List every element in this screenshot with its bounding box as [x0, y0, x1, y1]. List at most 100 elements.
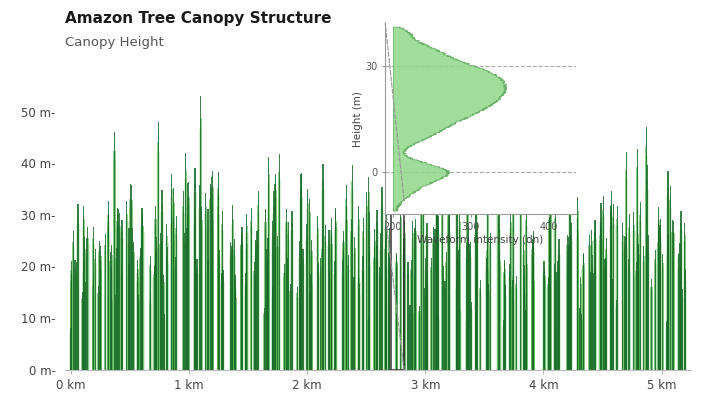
Bar [309, 286, 312, 370]
Bar [526, 255, 527, 370]
Bar [577, 231, 579, 370]
Text: Amazon Tree Canopy Structure: Amazon Tree Canopy Structure [65, 10, 331, 26]
Bar [110, 260, 114, 370]
Bar [182, 206, 184, 370]
Bar [357, 226, 361, 370]
Bar [173, 283, 175, 370]
Bar [411, 316, 414, 370]
Bar [467, 244, 469, 370]
Bar [623, 252, 626, 370]
Bar [448, 232, 451, 370]
Bar [70, 332, 72, 370]
Bar [426, 273, 428, 370]
Bar [625, 170, 627, 370]
Bar [328, 241, 330, 370]
Bar [524, 310, 526, 370]
Bar [667, 251, 670, 370]
Bar [158, 249, 162, 370]
Bar [166, 257, 168, 370]
Bar [680, 298, 684, 370]
Bar [155, 253, 158, 370]
Bar [254, 255, 258, 370]
Bar [334, 230, 337, 370]
Bar [297, 287, 298, 370]
Bar [299, 295, 301, 370]
Bar [576, 218, 580, 370]
Bar [212, 220, 214, 370]
Bar [140, 255, 143, 370]
Bar [647, 251, 650, 370]
Bar [486, 274, 490, 370]
Bar [593, 281, 595, 370]
Bar [512, 202, 515, 370]
Bar [268, 174, 270, 370]
Bar [306, 236, 308, 370]
Bar [346, 200, 347, 370]
Bar [140, 227, 143, 370]
Bar [456, 202, 458, 370]
Bar [160, 233, 161, 370]
Bar [166, 236, 168, 370]
Bar [459, 308, 461, 370]
Bar [287, 258, 288, 370]
Bar [111, 255, 113, 370]
Bar [474, 232, 477, 370]
Bar [626, 233, 627, 370]
Bar [474, 226, 477, 370]
Bar [184, 244, 186, 370]
Bar [555, 280, 557, 370]
Bar [82, 292, 83, 370]
Bar [549, 183, 552, 370]
Bar [621, 235, 624, 370]
Bar [679, 259, 683, 370]
Bar [322, 244, 323, 370]
Bar [657, 242, 660, 370]
Bar [351, 190, 354, 370]
Bar [498, 210, 500, 370]
Bar [300, 189, 302, 370]
Bar [161, 190, 163, 370]
Bar [328, 230, 330, 370]
Bar [98, 251, 100, 370]
Bar [532, 259, 534, 370]
Bar [136, 273, 140, 370]
Bar [512, 280, 513, 370]
Bar [345, 207, 348, 370]
Bar [593, 238, 597, 370]
Bar [437, 318, 439, 370]
Bar [436, 227, 438, 370]
Bar [558, 255, 559, 370]
Bar [525, 268, 528, 370]
Bar [317, 271, 319, 370]
Bar [322, 238, 323, 370]
Bar [330, 244, 333, 370]
Bar [185, 245, 189, 370]
Bar [104, 251, 107, 370]
Bar [217, 188, 220, 370]
Bar [558, 239, 559, 370]
Bar [359, 284, 360, 370]
Bar [420, 212, 423, 370]
Bar [255, 250, 257, 370]
Bar [235, 291, 236, 370]
Bar [624, 253, 627, 370]
Bar [245, 280, 247, 370]
Bar [485, 271, 488, 370]
Bar [264, 228, 267, 370]
Bar [549, 207, 550, 370]
Bar [194, 184, 196, 370]
Bar [487, 266, 488, 370]
Bar [611, 191, 612, 370]
Bar [593, 240, 597, 370]
Bar [569, 199, 571, 370]
Bar [289, 291, 292, 370]
Bar [476, 257, 477, 370]
Bar [330, 218, 332, 370]
Bar [368, 177, 369, 370]
Bar [117, 208, 118, 370]
Bar [212, 171, 213, 370]
Bar [385, 277, 387, 370]
Bar [100, 260, 102, 370]
Bar [548, 205, 552, 370]
Bar [379, 249, 382, 370]
